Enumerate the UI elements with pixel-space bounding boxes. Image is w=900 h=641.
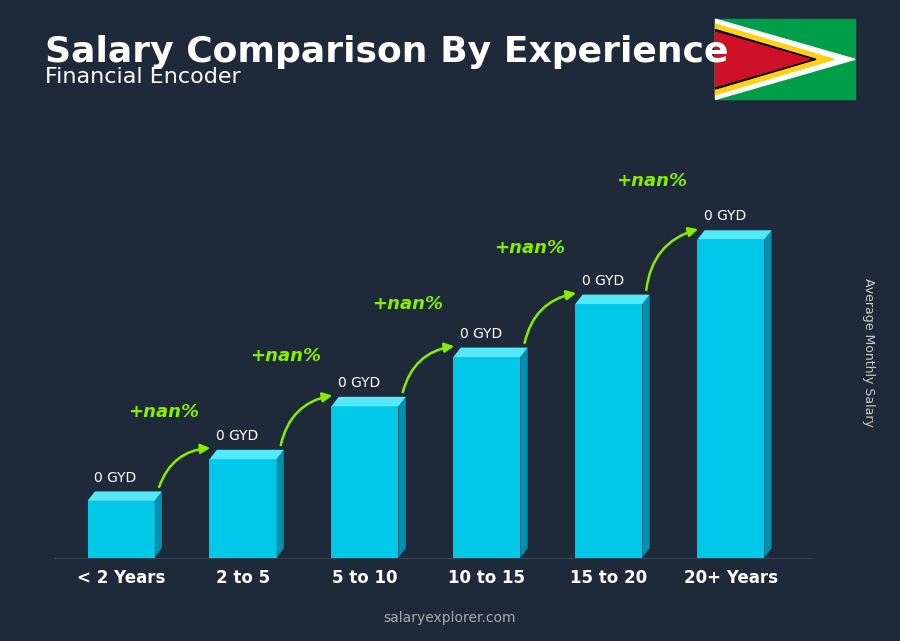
- Text: 0 GYD: 0 GYD: [338, 376, 380, 390]
- Polygon shape: [331, 397, 406, 406]
- Polygon shape: [716, 24, 834, 94]
- Text: 0 GYD: 0 GYD: [704, 210, 746, 224]
- Polygon shape: [716, 19, 855, 99]
- Polygon shape: [155, 492, 162, 558]
- Polygon shape: [520, 347, 527, 558]
- Text: +nan%: +nan%: [494, 239, 565, 257]
- Polygon shape: [454, 347, 527, 357]
- Text: Average Monthly Salary: Average Monthly Salary: [862, 278, 875, 427]
- Text: 0 GYD: 0 GYD: [94, 470, 136, 485]
- Bar: [575, 304, 643, 558]
- Text: +nan%: +nan%: [250, 347, 321, 365]
- Polygon shape: [87, 492, 162, 501]
- Polygon shape: [716, 29, 816, 89]
- Text: salaryexplorer.com: salaryexplorer.com: [383, 611, 517, 625]
- Bar: [331, 406, 399, 558]
- Polygon shape: [276, 450, 284, 558]
- Bar: [454, 357, 520, 558]
- Text: 0 GYD: 0 GYD: [216, 429, 258, 443]
- Text: +nan%: +nan%: [616, 172, 687, 190]
- Bar: [87, 501, 155, 558]
- Polygon shape: [399, 397, 406, 558]
- Text: +nan%: +nan%: [372, 295, 443, 313]
- Polygon shape: [716, 32, 810, 87]
- Text: +nan%: +nan%: [128, 403, 199, 421]
- Polygon shape: [764, 230, 771, 558]
- Text: 0 GYD: 0 GYD: [460, 327, 502, 341]
- Polygon shape: [575, 295, 650, 304]
- Bar: [698, 240, 764, 558]
- Polygon shape: [210, 450, 284, 459]
- Bar: [210, 459, 276, 558]
- Polygon shape: [698, 230, 771, 240]
- Polygon shape: [643, 295, 650, 558]
- Text: 0 GYD: 0 GYD: [581, 274, 624, 288]
- Text: Salary Comparison By Experience: Salary Comparison By Experience: [45, 35, 728, 69]
- Text: Financial Encoder: Financial Encoder: [45, 67, 241, 87]
